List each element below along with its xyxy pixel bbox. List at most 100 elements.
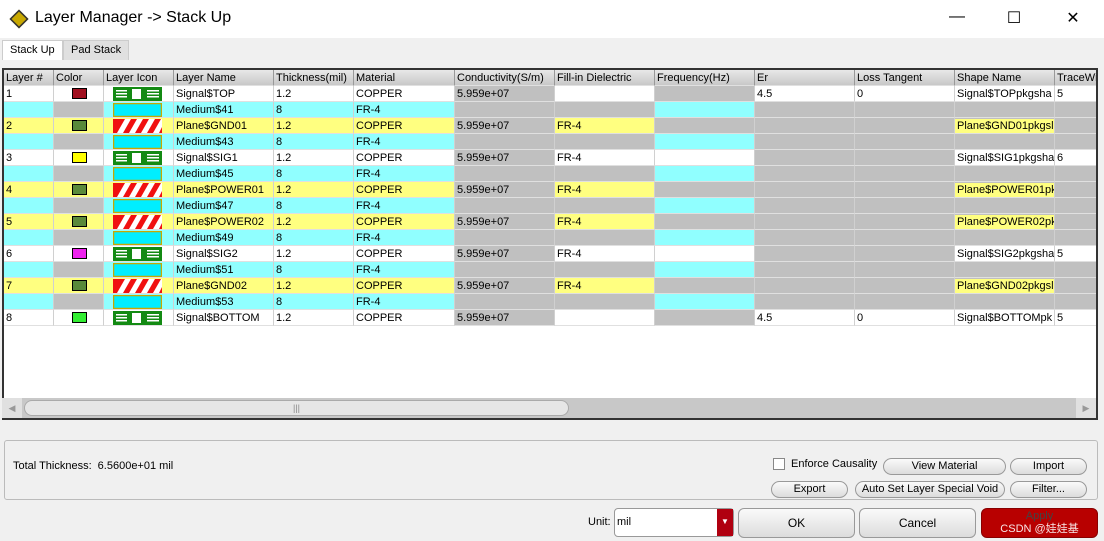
color-cell[interactable] (54, 134, 104, 150)
shape-name-cell[interactable]: Plane$GND02pkgsl (955, 278, 1055, 294)
er-cell[interactable] (755, 166, 855, 182)
layer-number-cell[interactable] (4, 198, 54, 214)
layer-name-cell[interactable]: Medium$53 (174, 294, 274, 310)
loss-tangent-cell[interactable] (855, 134, 955, 150)
table-row[interactable]: 5 Plane$POWER02 1.2 COPPER 5.959e+07 FR-4 Plan… (4, 214, 1096, 230)
loss-tangent-cell[interactable] (855, 150, 955, 166)
frequency-cell[interactable] (655, 150, 755, 166)
tab-pad-stack[interactable]: Pad Stack (63, 40, 130, 60)
er-cell[interactable] (755, 118, 855, 134)
column-header[interactable]: Layer # (4, 70, 54, 86)
conductivity-cell[interactable]: 5.959e+07 (455, 150, 555, 166)
trace-width-cell[interactable] (1055, 166, 1096, 182)
shape-name-cell[interactable]: Plane$POWER02pk (955, 214, 1055, 230)
conductivity-cell[interactable] (455, 102, 555, 118)
layer-number-cell[interactable] (4, 262, 54, 278)
thickness-cell[interactable]: 1.2 (274, 150, 354, 166)
ok-button[interactable]: OK (738, 508, 855, 538)
er-cell[interactable] (755, 150, 855, 166)
color-swatch[interactable] (72, 248, 87, 259)
er-cell[interactable] (755, 198, 855, 214)
loss-tangent-cell[interactable] (855, 246, 955, 262)
horizontal-scrollbar[interactable]: ◀ ||| ▶ (2, 398, 1096, 418)
shape-name-cell[interactable] (955, 102, 1055, 118)
fill-in-dielectric-cell[interactable] (555, 134, 655, 150)
frequency-cell[interactable] (655, 198, 755, 214)
layer-name-cell[interactable]: Signal$SIG1 (174, 150, 274, 166)
layer-icon-cell[interactable] (104, 86, 174, 102)
color-swatch[interactable] (72, 152, 87, 163)
conductivity-cell[interactable]: 5.959e+07 (455, 214, 555, 230)
layer-icon-cell[interactable] (104, 230, 174, 246)
chevron-down-icon[interactable]: ▼ (717, 509, 733, 536)
trace-width-cell[interactable] (1055, 182, 1096, 198)
layer-number-cell[interactable] (4, 166, 54, 182)
material-cell[interactable]: FR-4 (354, 134, 455, 150)
color-cell[interactable] (54, 246, 104, 262)
trace-width-cell[interactable] (1055, 198, 1096, 214)
shape-name-cell[interactable]: Plane$POWER01pk (955, 182, 1055, 198)
column-header[interactable]: Frequency(Hz) (655, 70, 755, 86)
column-header[interactable]: Color (54, 70, 104, 86)
tab-stack-up[interactable]: Stack Up (2, 40, 63, 60)
layer-icon-cell[interactable] (104, 182, 174, 198)
er-cell[interactable] (755, 278, 855, 294)
layer-number-cell[interactable]: 8 (4, 310, 54, 326)
fill-in-dielectric-cell[interactable] (555, 230, 655, 246)
layer-icon-cell[interactable] (104, 198, 174, 214)
trace-width-cell[interactable]: 5 (1055, 310, 1096, 326)
table-row[interactable]: Medium$43 8 FR-4 (4, 134, 1096, 150)
trace-width-cell[interactable] (1055, 262, 1096, 278)
cancel-button[interactable]: Cancel (859, 508, 976, 538)
material-cell[interactable]: COPPER (354, 118, 455, 134)
fill-in-dielectric-cell[interactable]: FR-4 (555, 150, 655, 166)
trace-width-cell[interactable]: 5 (1055, 246, 1096, 262)
frequency-cell[interactable] (655, 310, 755, 326)
table-row[interactable]: Medium$49 8 FR-4 (4, 230, 1096, 246)
layer-name-cell[interactable]: Plane$GND02 (174, 278, 274, 294)
fill-in-dielectric-cell[interactable]: FR-4 (555, 246, 655, 262)
layer-icon-cell[interactable] (104, 150, 174, 166)
trace-width-cell[interactable] (1055, 230, 1096, 246)
er-cell[interactable] (755, 134, 855, 150)
table-row[interactable]: 4 Plane$POWER01 1.2 COPPER 5.959e+07 FR-4 Plan… (4, 182, 1096, 198)
fill-in-dielectric-cell[interactable]: FR-4 (555, 118, 655, 134)
conductivity-cell[interactable] (455, 294, 555, 310)
scroll-thumb[interactable]: ||| (24, 400, 569, 416)
layer-name-cell[interactable]: Medium$43 (174, 134, 274, 150)
er-cell[interactable] (755, 182, 855, 198)
material-cell[interactable]: FR-4 (354, 230, 455, 246)
thickness-cell[interactable]: 8 (274, 230, 354, 246)
frequency-cell[interactable] (655, 182, 755, 198)
table-row[interactable]: Medium$53 8 FR-4 (4, 294, 1096, 310)
thickness-cell[interactable]: 1.2 (274, 214, 354, 230)
material-cell[interactable]: COPPER (354, 310, 455, 326)
loss-tangent-cell[interactable] (855, 278, 955, 294)
loss-tangent-cell[interactable]: 0 (855, 86, 955, 102)
color-cell[interactable] (54, 182, 104, 198)
column-header[interactable]: Er (755, 70, 855, 86)
color-cell[interactable] (54, 310, 104, 326)
layer-name-cell[interactable]: Signal$SIG2 (174, 246, 274, 262)
frequency-cell[interactable] (655, 134, 755, 150)
color-cell[interactable] (54, 262, 104, 278)
layer-icon-cell[interactable] (104, 294, 174, 310)
table-row[interactable]: 1 Signal$TOP 1.2 COPPER 5.959e+07 4.5 0 Signal$… (4, 86, 1096, 102)
filter-button[interactable]: Filter... (1010, 481, 1087, 498)
material-cell[interactable]: COPPER (354, 182, 455, 198)
column-header[interactable]: Layer Icon (104, 70, 174, 86)
layer-name-cell[interactable]: Medium$47 (174, 198, 274, 214)
color-swatch[interactable] (72, 216, 87, 227)
layer-name-cell[interactable]: Medium$51 (174, 262, 274, 278)
shape-name-cell[interactable] (955, 230, 1055, 246)
layer-name-cell[interactable]: Plane$GND01 (174, 118, 274, 134)
table-row[interactable]: 2 Plane$GND01 1.2 COPPER 5.959e+07 FR-4 Plane$… (4, 118, 1096, 134)
material-cell[interactable]: FR-4 (354, 294, 455, 310)
loss-tangent-cell[interactable] (855, 102, 955, 118)
layer-number-cell[interactable]: 2 (4, 118, 54, 134)
table-row[interactable]: Medium$51 8 FR-4 (4, 262, 1096, 278)
layer-name-cell[interactable]: Signal$TOP (174, 86, 274, 102)
layer-icon-cell[interactable] (104, 118, 174, 134)
thickness-cell[interactable]: 1.2 (274, 86, 354, 102)
trace-width-cell[interactable] (1055, 278, 1096, 294)
